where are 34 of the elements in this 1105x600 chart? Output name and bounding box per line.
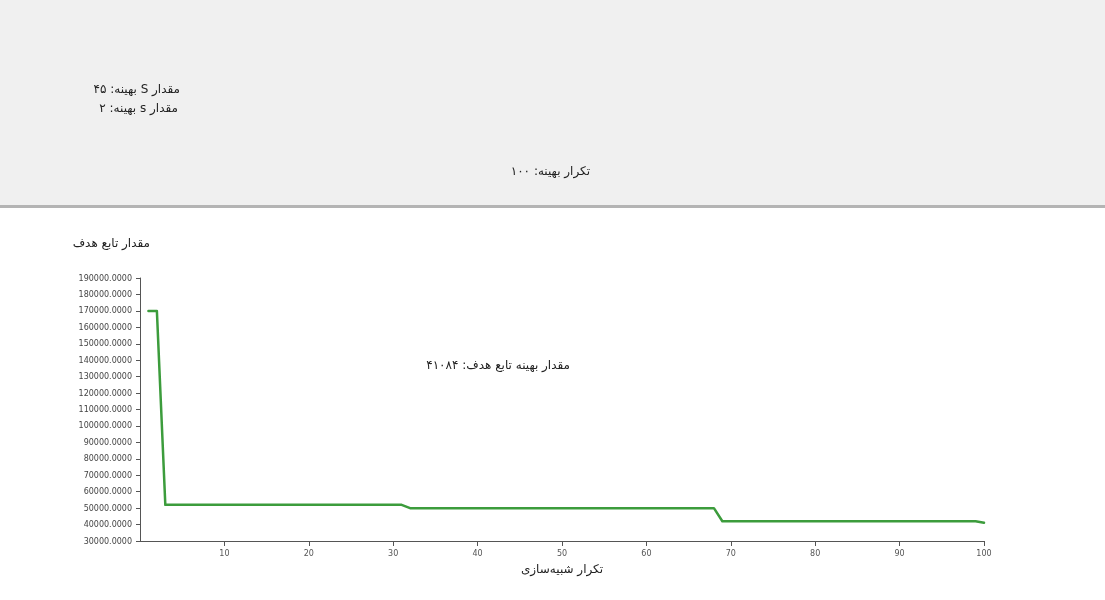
y-tick-label: 110000.0000 [78, 405, 132, 414]
y-tick-label: 50000.0000 [83, 503, 132, 513]
x-tick-label: 20 [303, 548, 314, 558]
x-tick-label: 60 [641, 548, 652, 558]
y-tick-label: 160000.0000 [78, 322, 132, 332]
x-tick-label: 50 [556, 548, 568, 558]
x-tick-label: 100 [976, 548, 992, 558]
annotation: مقدار بهینه تابع هدف: ۴۱۰۸۴ [426, 358, 570, 372]
x-tick-label: 70 [725, 548, 736, 558]
x-tick-label: 40 [472, 548, 483, 558]
y-tick-label: 150000.0000 [78, 339, 132, 349]
x-tick-label: 30 [388, 548, 399, 558]
y-tick-label: 140000.0000 [78, 355, 132, 365]
y-tick-label: 70000.0000 [83, 470, 132, 480]
y-tick-label: 90000.0000 [83, 437, 132, 447]
y-tick-label: 80000.0000 [83, 454, 132, 464]
y-tick-label: 100000.0000 [78, 421, 132, 431]
x-tick-label: 90 [894, 548, 905, 558]
text: مقدار s بهینه: ۲ [99, 101, 178, 115]
x-axis-title: تکرار شبیه‌سازی [520, 562, 604, 577]
y-tick-label: 180000.0000 [78, 289, 132, 299]
text: تکرار بهینه: ۱۰۰ [510, 164, 590, 178]
x-tick-label: 10 [219, 548, 230, 558]
text: مقدار S بهینه: ۴۵ [93, 82, 180, 96]
y-tick-label: 120000.0000 [78, 388, 132, 398]
y-tick-label: 30000.0000 [83, 536, 132, 546]
y-tick-label: 190000.0000 [78, 273, 132, 283]
y-tick-label: 40000.0000 [83, 520, 132, 530]
y-tick-label: 60000.0000 [83, 487, 132, 497]
y-tick-label: 170000.0000 [78, 306, 132, 316]
y-axis-title: مقدار تابع هدف [72, 236, 150, 250]
x-tick-label: 80 [810, 548, 821, 558]
line-series [147, 309, 986, 525]
y-tick-label: 130000.0000 [78, 372, 132, 382]
